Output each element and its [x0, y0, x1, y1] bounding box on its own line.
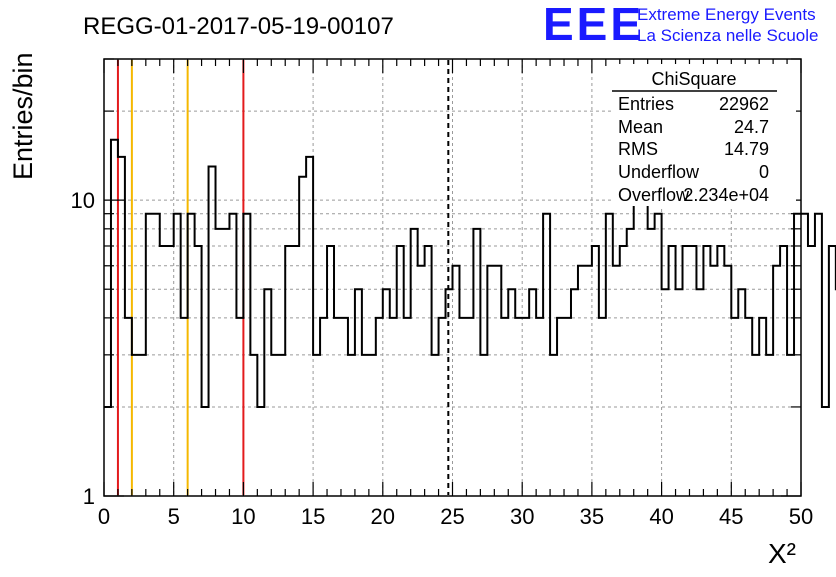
x-tick-label: 40	[649, 504, 673, 529]
x-tick-label: 0	[98, 504, 110, 529]
x-tick-label: 15	[301, 504, 325, 529]
logo-mark: EEE	[543, 0, 644, 50]
chart-title: REGG-01-2017-05-19-00107	[83, 13, 394, 40]
stats-label-underflow: Underflow	[618, 162, 700, 182]
axis-tick-labels: 0 5 10 15 20 25 30 35 40 45 50 1 10	[71, 188, 814, 529]
stats-label-mean: Mean	[618, 117, 663, 137]
stats-label-rms: RMS	[618, 139, 658, 159]
y-tick-label: 10	[71, 188, 95, 213]
x-tick-label: 30	[510, 504, 534, 529]
stats-box: ChiSquare Entries 22962 Mean 24.7 RMS 14…	[612, 64, 796, 206]
x-tick-label: 35	[580, 504, 604, 529]
x-tick-label: 25	[440, 504, 464, 529]
histogram-step-line	[104, 138, 836, 408]
x-axis-label: X²	[768, 538, 796, 569]
stats-value-underflow: 0	[759, 162, 769, 182]
y-axis-label: Entries/bin	[8, 52, 38, 180]
x-tick-label: 5	[168, 504, 180, 529]
stats-value-rms: 14.79	[724, 139, 769, 159]
stats-label-entries: Entries	[618, 94, 674, 114]
x-tick-label: 50	[789, 504, 813, 529]
logo-line-1: Extreme Energy Events	[637, 5, 816, 24]
stats-value-overflow: 2.234e+04	[683, 185, 769, 205]
x-tick-label: 10	[231, 504, 255, 529]
stats-label-overflow: Overflow	[618, 185, 690, 205]
x-tick-label: 45	[719, 504, 743, 529]
stats-value-mean: 24.7	[734, 117, 769, 137]
stats-box-name: ChiSquare	[651, 69, 736, 89]
x-tick-label: 20	[371, 504, 395, 529]
stats-value-entries: 22962	[719, 94, 769, 114]
y-tick-label: 1	[83, 484, 95, 509]
logo-line-2: La Scienza nelle Scuole	[637, 26, 818, 45]
reference-lines	[116, 60, 450, 495]
